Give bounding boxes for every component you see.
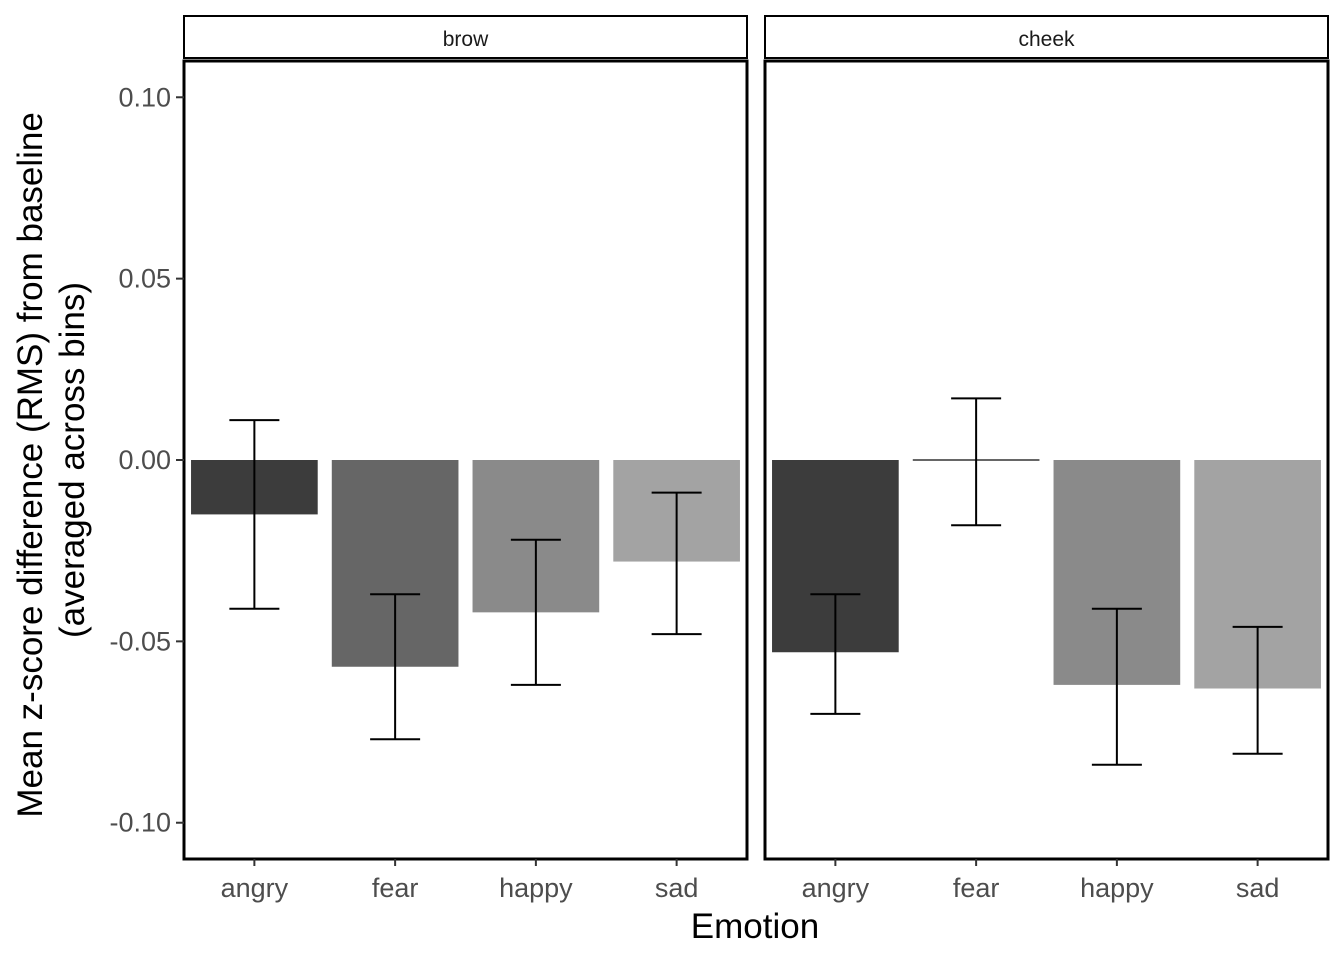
panel-brow: brow angry fear happy sad xyxy=(182,15,749,903)
y-axis: 0.10 0.05 0.00 -0.05 -0.10 xyxy=(109,82,184,838)
x-axis-title: Emotion xyxy=(691,907,819,946)
panel-cheek: cheek angry fear happy sad xyxy=(763,15,1330,903)
error-bar-brow-happy xyxy=(510,538,561,686)
x-tick-label-brow-angry: angry xyxy=(221,873,289,903)
y-axis-title-line-1: Mean z-score difference (RMS) from basel… xyxy=(11,112,50,817)
strip-label-brow: brow xyxy=(443,28,489,51)
x-tick-label-brow-happy: happy xyxy=(499,873,573,903)
y-tick-label-3: -0.05 xyxy=(109,626,171,656)
panels-layer: brow angry fear happy sad cheek angry fear happy… xyxy=(182,15,1330,903)
error-bar-cheek-happy xyxy=(1091,607,1142,766)
y-axis-title-line-2: (averaged across bins) xyxy=(53,282,92,638)
x-tick-label-cheek-sad: sad xyxy=(1236,873,1280,903)
x-tick-label-brow-fear: fear xyxy=(372,873,419,903)
y-tick-label-4: -0.10 xyxy=(109,808,171,838)
y-tick-label-1: 0.05 xyxy=(118,264,171,294)
strip-label-cheek: cheek xyxy=(1018,28,1075,51)
strip-box-brow xyxy=(183,15,748,59)
x-tick-label-cheek-happy: happy xyxy=(1080,873,1154,903)
y-tick-label-2: 0.00 xyxy=(118,445,171,475)
error-bar-brow-angry xyxy=(229,419,280,610)
panel-border-cheek xyxy=(763,59,1330,861)
strip-box-cheek xyxy=(764,15,1329,59)
x-tick-label-brow-sad: sad xyxy=(655,873,699,903)
error-bar-cheek-sad xyxy=(1232,625,1283,755)
error-bar-brow-fear xyxy=(370,593,421,741)
error-bar-cheek-angry xyxy=(810,593,861,715)
y-tick-label-0: 0.10 xyxy=(118,82,171,112)
error-bar-cheek-fear xyxy=(951,397,1002,527)
x-tick-label-cheek-fear: fear xyxy=(953,873,1000,903)
x-tick-label-cheek-angry: angry xyxy=(802,873,870,903)
error-bar-brow-sad xyxy=(651,491,702,636)
y-axis-title: Mean z-score difference (RMS) from basel… xyxy=(11,102,92,817)
